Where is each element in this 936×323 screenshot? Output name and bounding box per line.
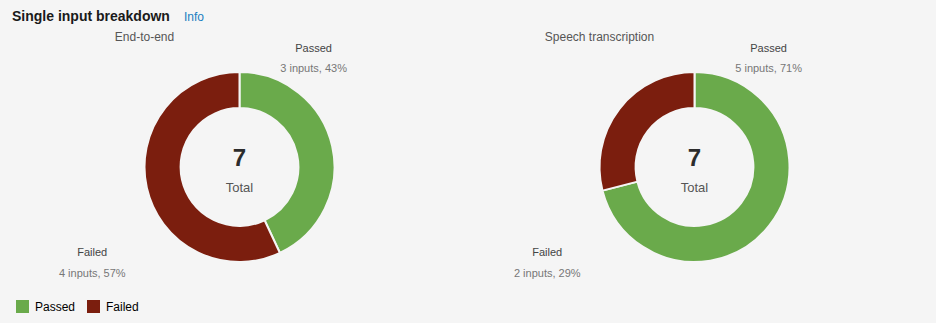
svg-text:3 inputs, 43%: 3 inputs, 43% [280, 62, 347, 74]
svg-text:Passed: Passed [750, 42, 787, 54]
html-text:Info: Info [183, 10, 204, 24]
svg-text:7: 7 [233, 144, 246, 171]
svg-text:Total: Total [681, 180, 709, 195]
svg-text:End-to-end: End-to-end [115, 30, 174, 44]
html-text:Passed: Passed [35, 299, 75, 314]
svg-text:Speech transcription: Speech transcription [545, 30, 654, 44]
svg-text:4 inputs, 57%: 4 inputs, 57% [59, 267, 126, 279]
html-text:Single input breakdown: Single input breakdown [12, 8, 170, 24]
svg-text:2 inputs, 29%: 2 inputs, 29% [514, 267, 581, 279]
svg-text:Total: Total [226, 180, 254, 195]
svg-text:Passed: Passed [295, 42, 332, 54]
html-text:Failed: Failed [106, 299, 139, 314]
svg-text:Failed: Failed [77, 246, 107, 258]
svg-text:5 inputs, 71%: 5 inputs, 71% [735, 62, 802, 74]
svg-text:Failed: Failed [532, 246, 562, 258]
svg-text:7: 7 [688, 144, 701, 171]
